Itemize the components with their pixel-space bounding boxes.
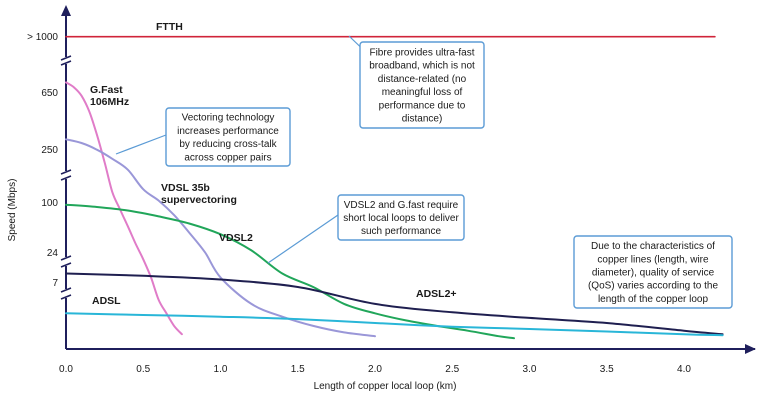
axis-break-mark xyxy=(60,169,72,175)
callout-box xyxy=(337,194,465,241)
x-tick-label: 0.0 xyxy=(59,364,73,375)
callout-text-line: diameter), quality of service xyxy=(592,268,715,279)
x-tick-label: 1.5 xyxy=(291,364,305,375)
callout-box xyxy=(359,41,485,129)
y-tick-label: 650 xyxy=(41,88,58,99)
x-tick-label: 2.5 xyxy=(445,364,459,375)
y-axis-title: Speed (Mbps) xyxy=(7,179,18,242)
axis-break-gap xyxy=(62,57,70,64)
callout-vdsl2gfast: VDSL2 and G.fast require short local loop… xyxy=(267,194,465,264)
callout-text-line: such performance xyxy=(361,226,441,237)
x-tick-label: 4.0 xyxy=(677,364,691,375)
callout-text-line: distance) xyxy=(402,114,443,125)
x-tick-label: 1.0 xyxy=(214,364,228,375)
callout-text-line: VDSL2 and G.fast require xyxy=(344,200,459,211)
series-line-adsl xyxy=(65,312,724,337)
callout-text-line: by reducing cross-talk xyxy=(179,139,277,150)
axis-break-gap xyxy=(62,171,70,179)
callout-text-line: distance-related (no xyxy=(378,74,467,85)
x-tick-label: 2.0 xyxy=(368,364,382,375)
x-tick-label: 0.5 xyxy=(136,364,150,375)
x-axis-title: Length of copper local loop (km) xyxy=(314,381,457,392)
callout-text-line: broadband, which is not xyxy=(369,61,475,72)
axis-break-mark xyxy=(60,255,72,261)
x-axis-arrow-icon xyxy=(745,344,756,354)
series-label-g-fast-106mhz: G.Fast xyxy=(90,84,123,96)
series-label-adsl: ADSL xyxy=(92,295,121,307)
series-label-adsl2: ADSL2+ xyxy=(416,288,457,300)
y-axis-arrow-icon xyxy=(61,5,71,16)
axis-break-mark xyxy=(60,175,72,181)
axis-break-mark xyxy=(60,287,72,293)
callout-box xyxy=(573,235,733,309)
callout-text-line: length of the copper loop xyxy=(598,294,709,305)
y-tick-label: 7 xyxy=(52,278,58,289)
callout-text-line: Fibre provides ultra-fast xyxy=(369,48,474,59)
callout-text-line: short local loops to deliver xyxy=(343,213,459,224)
series-label-vdsl-35b-supervectoring: supervectoring xyxy=(161,194,237,206)
series-label-vdsl2: VDSL2 xyxy=(219,232,253,244)
callout-vectoring: Vectoring technology increases performanc… xyxy=(115,107,291,167)
series-line-vdsl-35b-supervectoring xyxy=(65,138,376,338)
callout-fibre: Fibre provides ultra-fast broadband, whic… xyxy=(348,35,485,129)
axis-break-mark xyxy=(60,55,72,61)
callout-copper: Due to the characteristics of copper line… xyxy=(573,235,733,309)
callout-text-line: increases performance xyxy=(177,126,279,137)
callout-text-line: performance due to xyxy=(379,100,466,111)
callout-box xyxy=(165,107,291,167)
axis-break-gap xyxy=(62,289,70,298)
series-line-g-fast-106mhz xyxy=(65,81,183,336)
series-label-g-fast-106mhz: 106MHz xyxy=(90,96,129,108)
y-tick-label: > 1000 xyxy=(27,32,58,43)
axis-break-mark xyxy=(60,294,72,300)
series-label-ftth: FTTH xyxy=(156,21,183,33)
series-line-adsl2 xyxy=(65,272,724,336)
y-tick-label: 24 xyxy=(47,248,59,259)
axis-break-mark xyxy=(60,262,72,268)
series-line-vdsl2 xyxy=(65,203,515,340)
callout-text-line: Vectoring technology xyxy=(182,113,275,124)
callout-text-line: (QoS) varies according to the xyxy=(588,281,718,292)
callout-text-line: copper lines (length, wire xyxy=(597,254,709,265)
series-label-vdsl-35b-supervectoring: VDSL 35b xyxy=(161,182,210,194)
callout-text-line: Due to the characteristics of xyxy=(591,241,715,252)
callout-leader-line xyxy=(267,214,339,264)
x-tick-label: 3.0 xyxy=(523,364,537,375)
y-tick-label: 100 xyxy=(41,198,58,209)
callout-text-line: meaningful loss of xyxy=(382,87,463,98)
x-tick-label: 3.5 xyxy=(600,364,614,375)
axis-break-gap xyxy=(62,257,70,266)
axis-break-mark xyxy=(60,60,72,66)
callout-leader-line xyxy=(115,134,167,155)
y-tick-label: 250 xyxy=(41,145,58,156)
callout-text-line: across copper pairs xyxy=(184,152,271,163)
